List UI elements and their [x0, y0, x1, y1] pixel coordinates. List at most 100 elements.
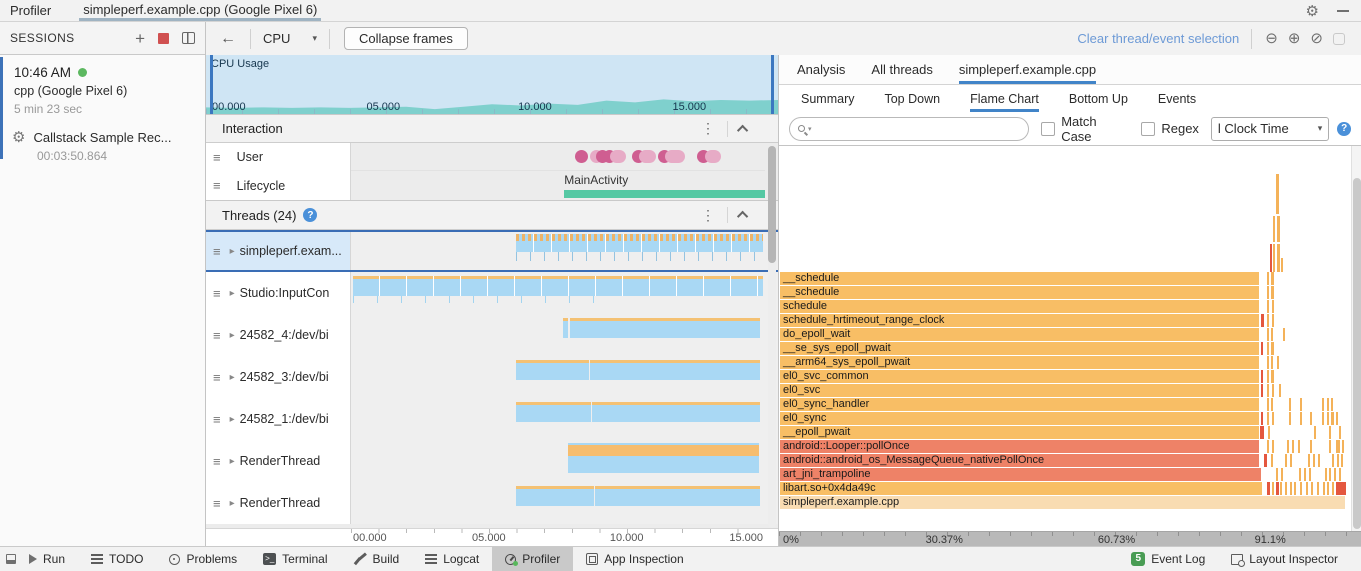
flame-frame-fragment[interactable] — [1267, 482, 1271, 495]
drag-handle-icon[interactable]: ≡ — [213, 495, 221, 511]
flame-frame-fragment[interactable] — [1289, 482, 1292, 495]
flame-frame-fragment[interactable] — [1329, 440, 1332, 453]
flame-frame[interactable]: __se_sys_epoll_pwait — [780, 342, 1259, 355]
search-box[interactable]: ▾ — [789, 116, 1030, 141]
drag-handle-icon[interactable]: ≡ — [213, 327, 221, 343]
flame-frame-fragment[interactable] — [1275, 174, 1279, 214]
statusbar-item-run[interactable]: Run — [16, 547, 78, 571]
flame-frame-fragment[interactable] — [1271, 482, 1274, 495]
flame-frame-fragment[interactable] — [1311, 482, 1314, 495]
session-tab[interactable]: simpleperf.example.cpp (Google Pixel 6) — [79, 0, 322, 21]
flame-frame-fragment[interactable] — [1266, 412, 1269, 425]
thread-track[interactable] — [351, 232, 778, 270]
subtab-bottom-up[interactable]: Bottom Up — [1068, 91, 1128, 106]
search-input[interactable] — [817, 121, 1021, 136]
statusbar-item-terminal[interactable]: Terminal — [250, 547, 340, 571]
flame-frame-fragment[interactable] — [1289, 412, 1291, 425]
thread-track[interactable] — [351, 356, 778, 398]
scrollbar-thumb[interactable] — [768, 146, 776, 263]
collapse-chevron-icon[interactable] — [736, 124, 749, 136]
drag-handle-icon[interactable]: ≡ — [213, 411, 221, 427]
kebab-menu-icon[interactable]: ⋮ — [701, 206, 715, 223]
thread-track[interactable] — [351, 482, 778, 524]
flame-frame-fragment[interactable] — [1321, 412, 1324, 425]
subtab-flame-chart[interactable]: Flame Chart — [970, 85, 1039, 112]
flame-frame-fragment[interactable] — [1269, 244, 1272, 272]
subtab-top-down[interactable]: Top Down — [884, 91, 941, 106]
statusbar-item-logcat[interactable]: Logcat — [412, 547, 492, 571]
flame-frame[interactable]: android::android_os_MessageQueue_nativeP… — [780, 454, 1259, 467]
flame-frame-fragment[interactable] — [1266, 272, 1269, 285]
kebab-menu-icon[interactable]: ⋮ — [701, 120, 715, 136]
thread-track[interactable] — [351, 272, 778, 314]
flame-frame[interactable]: __schedule — [780, 286, 1259, 299]
flame-frame-fragment[interactable] — [1310, 412, 1313, 425]
cpu-usage-chart[interactable]: CPU Usage 00.000 05.000 10.000 15.000 — [206, 55, 778, 115]
flame-frame-fragment[interactable] — [1271, 314, 1274, 327]
range-handle-right[interactable] — [771, 55, 774, 114]
flame-frame-fragment[interactable] — [1289, 398, 1291, 411]
flame-frame-fragment[interactable] — [1271, 356, 1274, 369]
flame-frame-fragment[interactable] — [1305, 482, 1308, 495]
flame-frame-fragment[interactable] — [1313, 426, 1316, 439]
flame-frame-fragment[interactable] — [1336, 440, 1341, 453]
flame-frame-fragment[interactable] — [1260, 412, 1263, 425]
flame-frame-fragment[interactable] — [1327, 482, 1330, 495]
subtab-summary[interactable]: Summary — [801, 91, 855, 106]
flame-frame-fragment[interactable] — [1331, 398, 1334, 411]
thread-label[interactable]: ≡ ▸ Studio:InputCon — [206, 272, 351, 314]
flame-frame-fragment[interactable] — [1266, 384, 1269, 397]
flame-frame-fragment[interactable] — [1308, 468, 1311, 481]
flame-frame[interactable]: __epoll_pwait — [780, 426, 1259, 439]
thread-row[interactable]: ≡ ▸ RenderThread — [206, 440, 778, 482]
drag-handle-icon[interactable]: ≡ — [213, 178, 221, 193]
flame-frame-fragment[interactable] — [1331, 482, 1334, 495]
flame-frame-fragment[interactable] — [1267, 426, 1270, 439]
flame-frame-fragment[interactable] — [1266, 440, 1269, 453]
flame-frame[interactable]: simpleperf.example.cpp — [780, 496, 1346, 509]
flame-frame-fragment[interactable] — [1273, 216, 1276, 242]
session-entry[interactable]: 10:46 AM cpp (Google Pixel 6) 5 min 23 s… — [0, 61, 205, 116]
expander-icon[interactable]: ▸ — [229, 287, 235, 299]
flame-frame-fragment[interactable] — [1310, 440, 1313, 453]
expander-icon[interactable]: ▸ — [229, 245, 235, 257]
flame-frame-fragment[interactable] — [1266, 286, 1269, 299]
thread-label[interactable]: ≡ ▸ simpleperf.exam... — [206, 232, 351, 270]
flame-frame-fragment[interactable] — [1308, 454, 1311, 467]
hide-panel-icon[interactable] — [1337, 9, 1349, 12]
flame-frame-fragment[interactable] — [1299, 482, 1302, 495]
statusbar-item-build[interactable]: Build — [341, 547, 413, 571]
collapse-sessions-icon[interactable] — [182, 32, 195, 44]
thread-track[interactable] — [351, 314, 778, 356]
flame-frame-fragment[interactable] — [1289, 454, 1292, 467]
lifecycle-row-label[interactable]: ≡ Lifecycle — [206, 171, 350, 200]
user-row-label[interactable]: ≡ User — [206, 143, 350, 171]
flame-frame-fragment[interactable] — [1338, 468, 1341, 481]
flame-frame-fragment[interactable] — [1277, 356, 1280, 369]
flame-frame[interactable]: el0_svc_common — [780, 370, 1259, 383]
flame-frame-fragment[interactable] — [1259, 426, 1264, 439]
flame-frame-fragment[interactable] — [1324, 468, 1327, 481]
flame-frame-fragment[interactable] — [1271, 328, 1274, 341]
thread-row[interactable]: ≡ ▸ RenderThread — [206, 482, 778, 524]
flame-frame[interactable]: libart.so+0x4da49c — [780, 482, 1263, 495]
flame-frame-fragment[interactable] — [1329, 468, 1332, 481]
flame-frame-fragment[interactable] — [1342, 440, 1345, 453]
flame-frame-fragment[interactable] — [1322, 482, 1325, 495]
statusbar-item-problems[interactable]: Problems — [156, 547, 250, 571]
add-session-icon[interactable]: + — [135, 28, 145, 48]
recording-entry[interactable]: ⚙ Callstack Sample Rec... — [0, 128, 205, 146]
flame-frame-fragment[interactable] — [1273, 244, 1276, 272]
lifecycle-track[interactable]: MainActivity — [351, 171, 765, 200]
flame-frame[interactable]: el0_sync_handler — [780, 398, 1259, 411]
statusbar-item-layout-inspector[interactable]: Layout Inspector — [1218, 547, 1351, 571]
thread-row[interactable]: ≡ ▸ 24582_1:/dev/bi — [206, 398, 778, 440]
expander-icon[interactable]: ▸ — [229, 413, 235, 425]
search-options-caret-icon[interactable]: ▾ — [808, 125, 812, 133]
flame-frame-fragment[interactable] — [1294, 482, 1297, 495]
process-selector[interactable]: CPU ▾ — [259, 31, 321, 46]
thread-row[interactable]: ≡ ▸ 24582_4:/dev/bi — [206, 314, 778, 356]
flame-frame-fragment[interactable] — [1272, 300, 1275, 313]
back-arrow-icon[interactable]: ← — [220, 29, 236, 47]
flame-frame-fragment[interactable] — [1336, 482, 1347, 495]
